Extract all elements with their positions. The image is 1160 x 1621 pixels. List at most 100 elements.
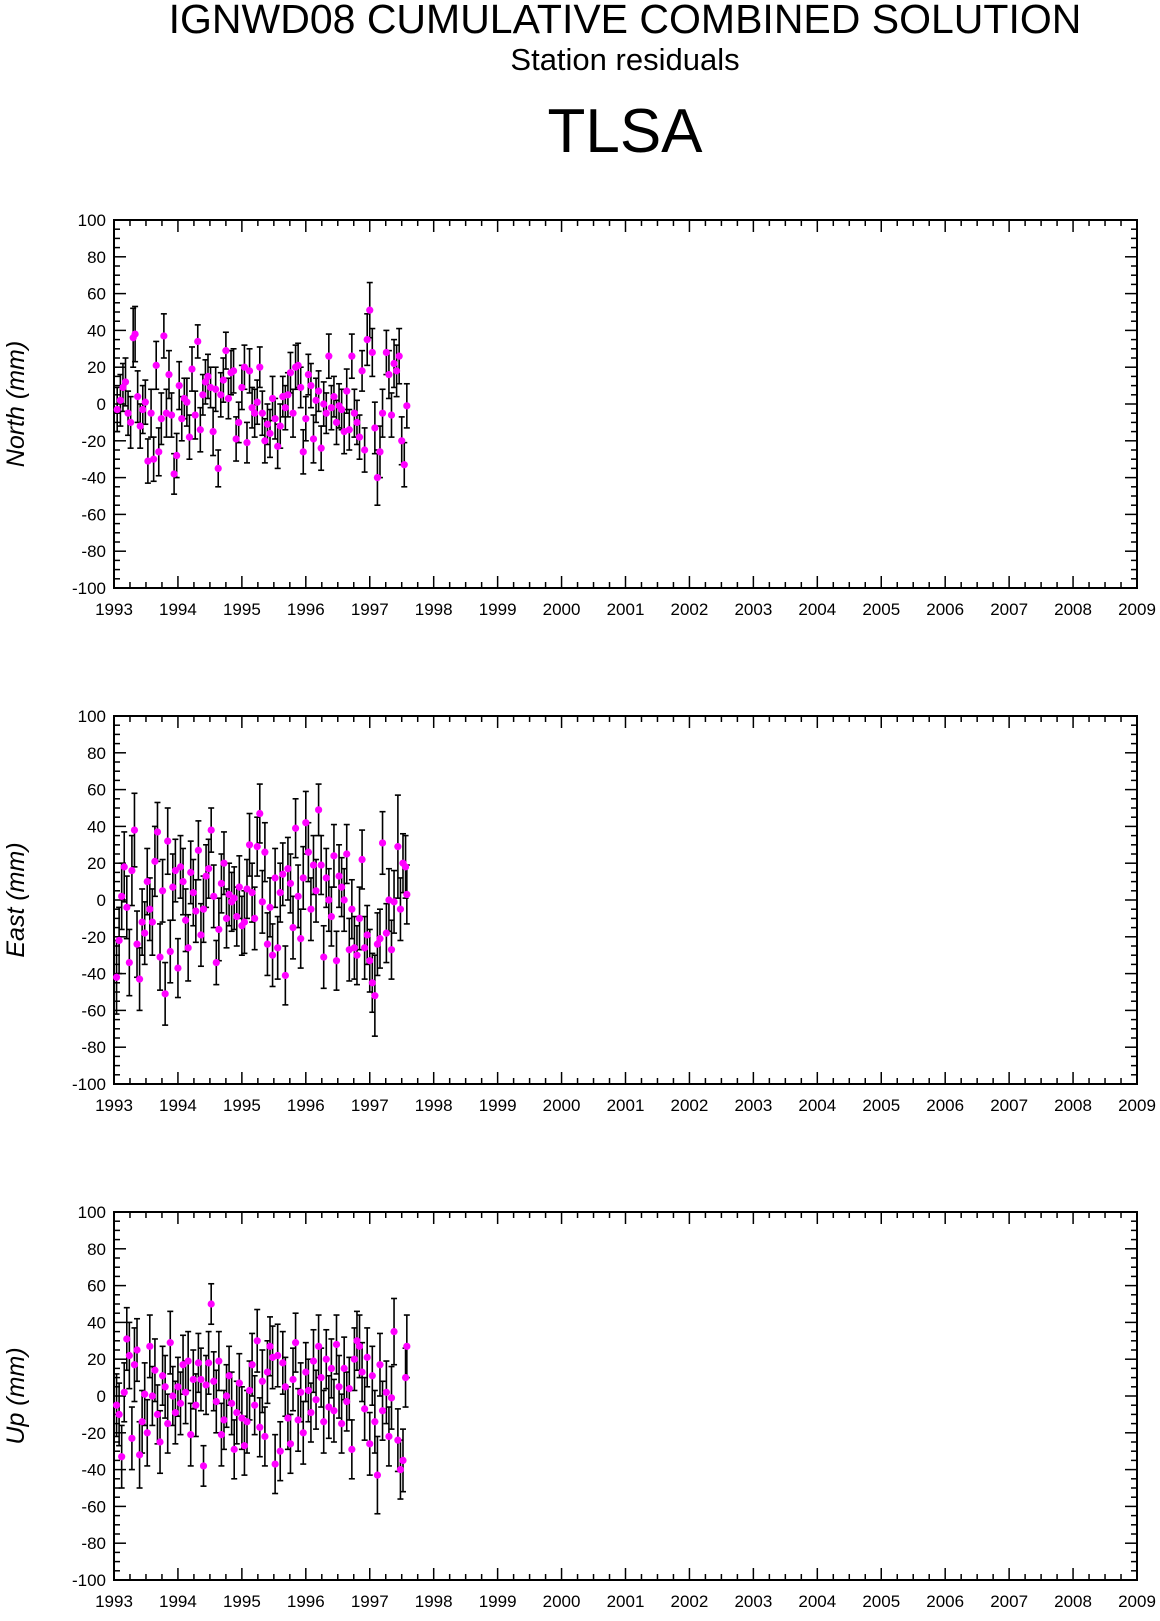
data-point: [170, 470, 178, 478]
data-point: [297, 1388, 305, 1396]
data-point: [230, 1445, 238, 1453]
data-point: [253, 843, 261, 851]
data-point: [403, 890, 411, 899]
y-tick-label: -100: [72, 579, 106, 598]
data-point: [143, 1429, 151, 1437]
data-point: [385, 370, 393, 379]
data-point: [309, 1357, 318, 1365]
data-point: [350, 944, 359, 952]
data-point: [173, 451, 181, 460]
y-tick-label: -60: [81, 1497, 106, 1516]
data-point: [139, 405, 147, 414]
x-tick-label: 2001: [607, 1592, 645, 1611]
data-point: [332, 418, 341, 426]
data-point: [197, 931, 205, 939]
y-tick-label: 100: [78, 1203, 106, 1222]
x-tick-label: 1994: [159, 600, 197, 619]
y-tick-label: 80: [87, 744, 106, 763]
data-point: [299, 874, 307, 882]
data-point: [274, 944, 282, 952]
data-point: [338, 883, 346, 891]
data-point: [175, 382, 183, 390]
data-point: [387, 1394, 396, 1402]
data-point: [202, 1381, 210, 1389]
x-tick-label: 1997: [351, 1096, 389, 1115]
data-point: [373, 1471, 382, 1479]
data-point: [222, 347, 230, 355]
data-point: [134, 393, 142, 401]
data-point: [320, 400, 328, 408]
data-point: [399, 1456, 407, 1464]
x-tick-label: 2003: [734, 1096, 772, 1115]
data-point: [322, 1355, 330, 1363]
x-tick-label: 1994: [159, 1096, 197, 1115]
x-tick-label: 1999: [479, 600, 517, 619]
data-point: [394, 843, 402, 851]
x-tick-label: 1999: [479, 1592, 517, 1611]
data-point: [156, 1438, 164, 1446]
data-point: [123, 903, 131, 911]
data-point: [338, 405, 346, 414]
data-point: [169, 1392, 177, 1400]
data-point: [312, 887, 320, 895]
data-point: [261, 1432, 269, 1441]
data-point: [133, 1346, 141, 1354]
y-tick-label: 80: [87, 1240, 106, 1259]
data-point: [164, 1420, 172, 1428]
data-point: [256, 809, 264, 818]
data-point: [150, 455, 158, 463]
x-tick-label: 2005: [862, 600, 900, 619]
data-point: [187, 1431, 195, 1439]
data-point: [188, 365, 196, 373]
data-point: [390, 898, 398, 906]
data-point: [207, 1300, 215, 1308]
data-point: [128, 866, 136, 875]
data-point: [136, 422, 144, 430]
chart-title: IGNWD08 CUMULATIVE COMBINED SOLUTION: [168, 0, 1082, 42]
y-axis-label: East (mm): [2, 842, 30, 957]
data-point: [178, 415, 186, 423]
data-point: [291, 824, 300, 832]
panel-east: 100 80 60 40 20 0 -20 -40 -60 -80 -100 1993 1994 1995…: [2, 707, 1156, 1115]
data-point: [304, 848, 312, 856]
data-point: [343, 850, 351, 858]
panel-north: 100 80 60 40 20 0 -20 -40 -60 -80 -100 1993 1994 1995…: [2, 211, 1156, 619]
data-point: [327, 912, 335, 921]
data-point: [376, 1361, 384, 1369]
data-point: [355, 433, 364, 441]
data-point: [131, 330, 139, 338]
x-tick-label: 1997: [351, 1592, 389, 1611]
x-tick-label: 2000: [543, 600, 581, 619]
data-point: [335, 1383, 343, 1391]
x-tick-label: 2004: [798, 1592, 836, 1611]
y-tick-label: 100: [78, 707, 106, 726]
data-point: [119, 383, 127, 392]
data-point: [366, 1440, 374, 1448]
data-point: [401, 1374, 410, 1382]
data-point: [121, 378, 130, 386]
y-tick-label: -20: [81, 928, 106, 947]
data-point: [240, 1442, 249, 1450]
data-point: [353, 1337, 361, 1345]
data-point: [251, 409, 259, 417]
data-point: [268, 951, 277, 959]
data-point: [141, 398, 149, 406]
data-point: [174, 1383, 182, 1391]
data-point: [171, 1408, 179, 1417]
y-tick-label: -20: [81, 1424, 106, 1443]
y-tick-label: 40: [87, 817, 106, 836]
data-point: [207, 826, 215, 834]
data-point: [258, 409, 266, 417]
x-tick-label: 2006: [926, 1592, 964, 1611]
x-tick-label: 2002: [671, 600, 709, 619]
data-point: [182, 1388, 190, 1396]
data-point: [212, 958, 220, 967]
y-tick-label: 60: [87, 1277, 106, 1296]
data-point: [376, 448, 384, 456]
y-tick-label: 20: [87, 358, 106, 377]
y-tick-label: -60: [81, 505, 106, 524]
data-point: [205, 865, 213, 873]
x-tick-label: 1996: [287, 1096, 325, 1115]
data-point: [194, 846, 202, 854]
data-point: [376, 935, 384, 943]
